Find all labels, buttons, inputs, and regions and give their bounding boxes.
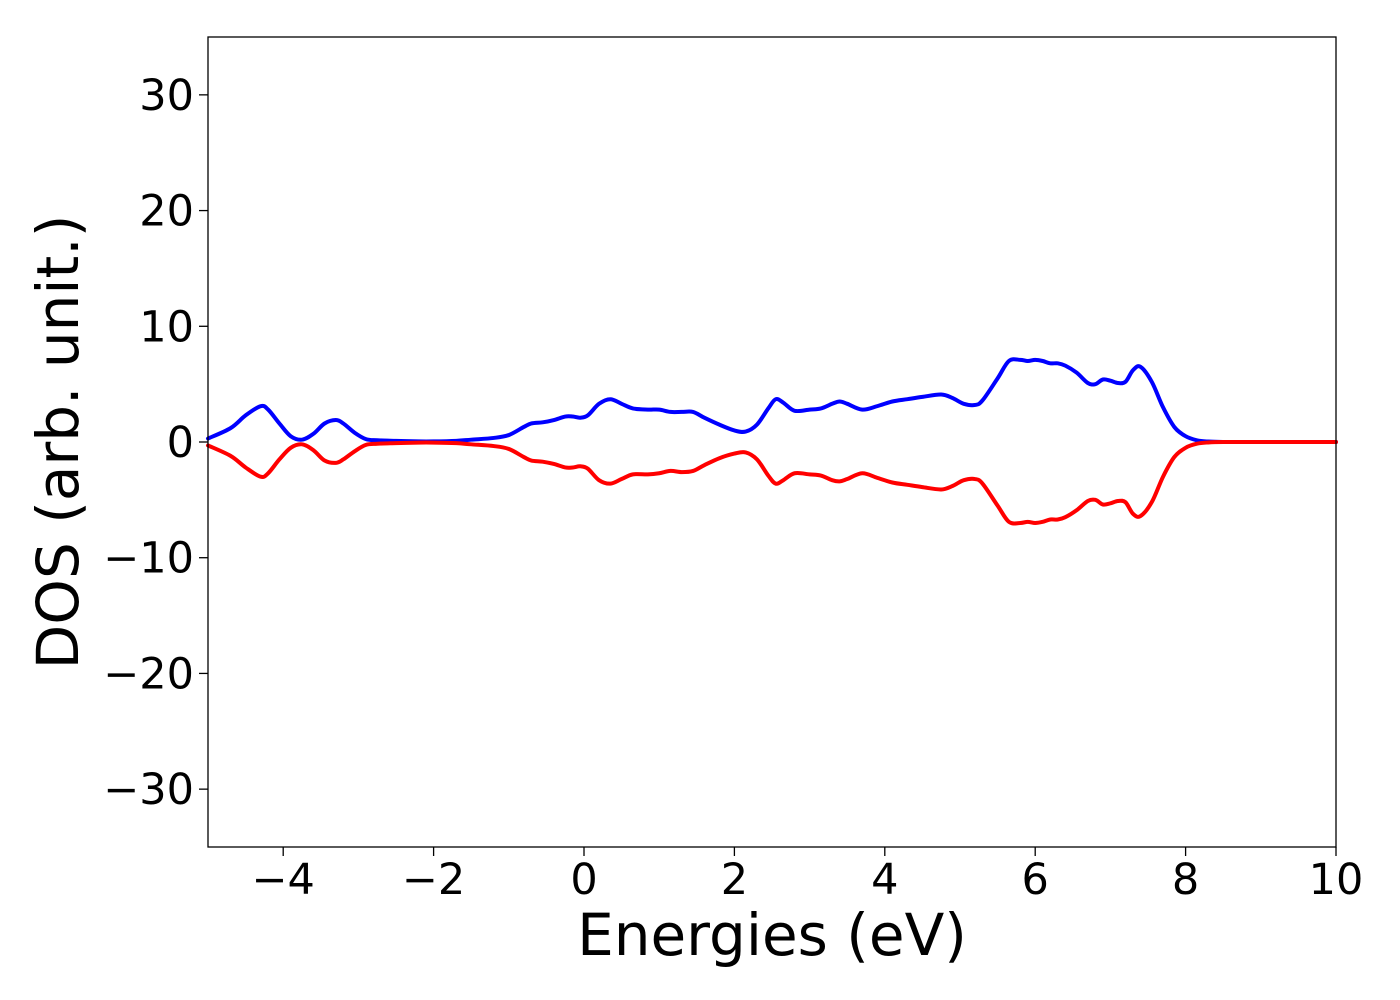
y-tick-label: −10 <box>103 534 194 584</box>
x-tick-label: −2 <box>402 855 465 905</box>
y-tick-label: 20 <box>139 187 194 237</box>
series-line-2 <box>206 439 1338 526</box>
y-tick-label: 30 <box>139 71 194 121</box>
y-tick-label: −20 <box>103 649 194 699</box>
x-tick-label: 4 <box>871 855 898 905</box>
x-axis-label: Energies (eV) <box>577 901 967 969</box>
series-line-1 <box>206 357 1338 445</box>
x-tick-label: −4 <box>252 855 315 905</box>
y-tick-label: 10 <box>139 302 194 352</box>
x-tick-label: 6 <box>1022 855 1049 905</box>
x-tick-label: 0 <box>570 855 597 905</box>
y-tick-label: 0 <box>167 418 194 468</box>
y-axis: −30 −20 −10 0 10 20 30 <box>103 71 208 815</box>
y-axis-label: DOS (arb. unit.) <box>24 215 92 670</box>
x-tick-label: 10 <box>1309 855 1364 905</box>
series-layer <box>206 357 1338 526</box>
y-tick-label: −30 <box>103 765 194 815</box>
x-axis: −4 −2 0 2 4 6 8 10 <box>252 847 1364 905</box>
x-tick-label: 8 <box>1172 855 1199 905</box>
x-tick-label: 2 <box>721 855 748 905</box>
